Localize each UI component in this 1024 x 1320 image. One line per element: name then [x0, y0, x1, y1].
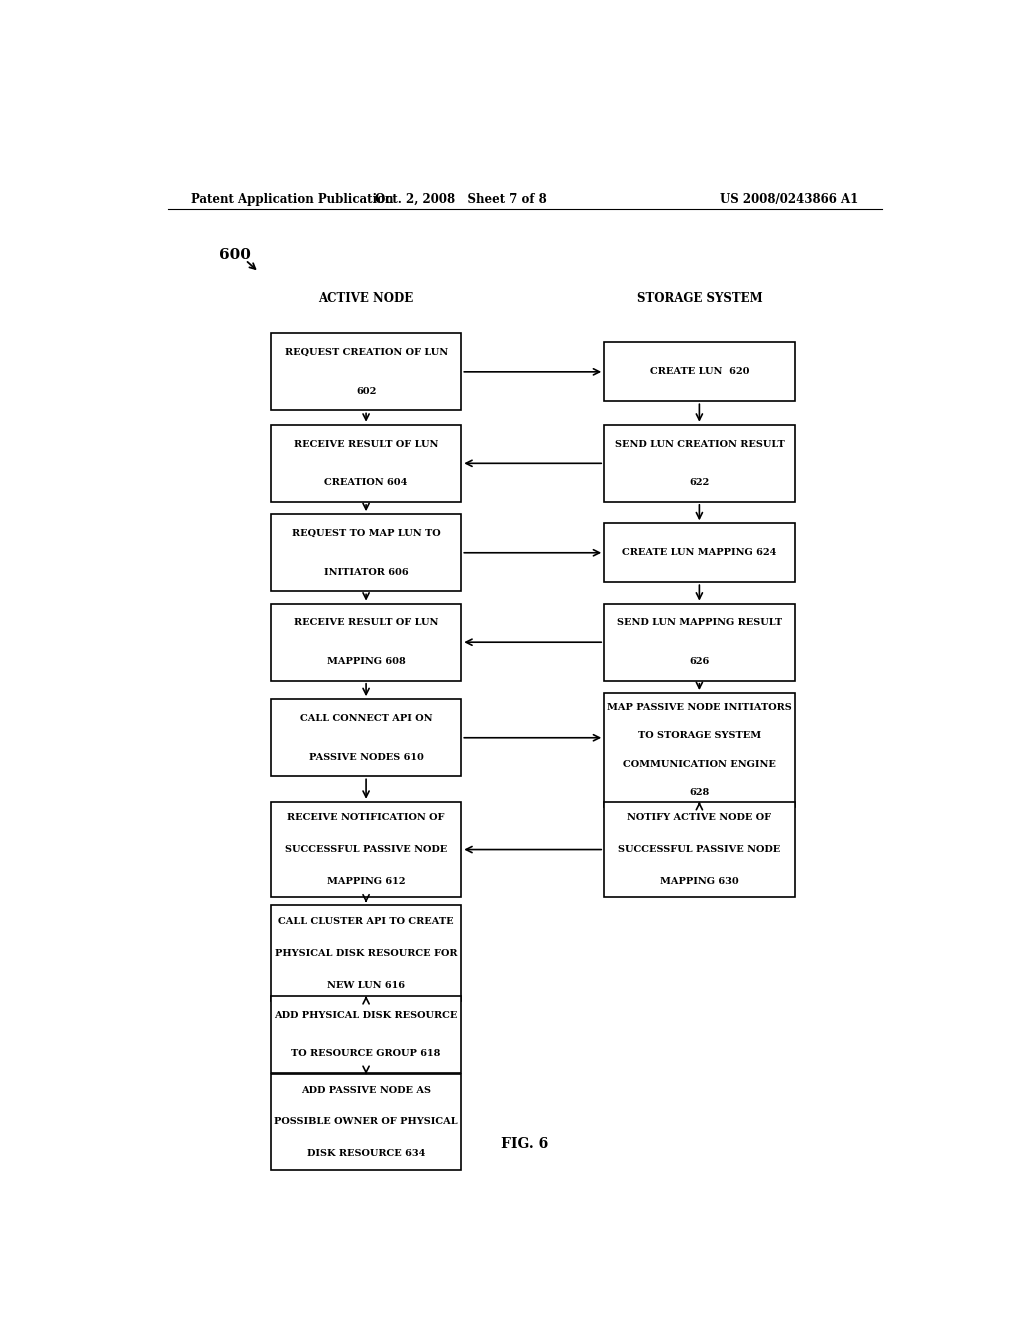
- Text: CREATION 604: CREATION 604: [325, 478, 408, 487]
- Text: PHYSICAL DISK RESOURCE FOR: PHYSICAL DISK RESOURCE FOR: [274, 949, 458, 958]
- Text: FIG. 6: FIG. 6: [501, 1138, 549, 1151]
- Bar: [604, 693, 795, 807]
- Text: 602: 602: [356, 387, 376, 396]
- Text: NEW LUN 616: NEW LUN 616: [327, 981, 406, 990]
- Text: REQUEST TO MAP LUN TO: REQUEST TO MAP LUN TO: [292, 529, 440, 539]
- Text: PASSIVE NODES 610: PASSIVE NODES 610: [308, 752, 424, 762]
- Text: CREATE LUN  620: CREATE LUN 620: [649, 367, 750, 376]
- Text: RECEIVE RESULT OF LUN: RECEIVE RESULT OF LUN: [294, 440, 438, 449]
- Bar: [270, 995, 461, 1073]
- Text: STORAGE SYSTEM: STORAGE SYSTEM: [637, 292, 762, 305]
- Text: MAP PASSIVE NODE INITIATORS: MAP PASSIVE NODE INITIATORS: [607, 702, 792, 711]
- Text: CREATE LUN MAPPING 624: CREATE LUN MAPPING 624: [623, 548, 776, 557]
- Text: POSSIBLE OWNER OF PHYSICAL: POSSIBLE OWNER OF PHYSICAL: [274, 1118, 458, 1126]
- Text: RECEIVE NOTIFICATION OF: RECEIVE NOTIFICATION OF: [288, 813, 444, 822]
- Text: INITIATOR 606: INITIATOR 606: [324, 568, 409, 577]
- Text: Oct. 2, 2008   Sheet 7 of 8: Oct. 2, 2008 Sheet 7 of 8: [376, 193, 547, 206]
- Bar: [270, 333, 461, 411]
- Text: CALL CONNECT API ON: CALL CONNECT API ON: [300, 714, 432, 723]
- Text: RECEIVE RESULT OF LUN: RECEIVE RESULT OF LUN: [294, 618, 438, 627]
- Text: SEND LUN CREATION RESULT: SEND LUN CREATION RESULT: [614, 440, 784, 449]
- Bar: [270, 1074, 461, 1170]
- Text: SEND LUN MAPPING RESULT: SEND LUN MAPPING RESULT: [616, 618, 782, 627]
- Text: MAPPING 612: MAPPING 612: [327, 876, 406, 886]
- Text: Patent Application Publication: Patent Application Publication: [191, 193, 394, 206]
- Text: DISK RESOURCE 634: DISK RESOURCE 634: [307, 1150, 425, 1158]
- Text: 626: 626: [689, 657, 710, 667]
- Text: SUCCESSFUL PASSIVE NODE: SUCCESSFUL PASSIVE NODE: [618, 845, 780, 854]
- Text: COMMUNICATION ENGINE: COMMUNICATION ENGINE: [623, 760, 776, 768]
- Bar: [604, 801, 795, 898]
- Text: ADD PHYSICAL DISK RESOURCE: ADD PHYSICAL DISK RESOURCE: [274, 1011, 458, 1020]
- Bar: [270, 906, 461, 1001]
- Text: CALL CLUSTER API TO CREATE: CALL CLUSTER API TO CREATE: [279, 917, 454, 925]
- Bar: [270, 700, 461, 776]
- Text: 600: 600: [219, 248, 251, 261]
- Bar: [604, 523, 795, 582]
- Text: ADD PASSIVE NODE AS: ADD PASSIVE NODE AS: [301, 1085, 431, 1094]
- Text: US 2008/0243866 A1: US 2008/0243866 A1: [720, 193, 858, 206]
- Text: ACTIVE NODE: ACTIVE NODE: [318, 292, 414, 305]
- Bar: [604, 425, 795, 502]
- Bar: [270, 801, 461, 898]
- Text: TO RESOURCE GROUP 618: TO RESOURCE GROUP 618: [292, 1049, 440, 1059]
- Text: 628: 628: [689, 788, 710, 797]
- Text: MAPPING 608: MAPPING 608: [327, 657, 406, 667]
- Bar: [270, 425, 461, 502]
- Text: SUCCESSFUL PASSIVE NODE: SUCCESSFUL PASSIVE NODE: [285, 845, 447, 854]
- Bar: [270, 603, 461, 681]
- Text: NOTIFY ACTIVE NODE OF: NOTIFY ACTIVE NODE OF: [628, 813, 771, 822]
- Bar: [604, 342, 795, 401]
- Text: TO STORAGE SYSTEM: TO STORAGE SYSTEM: [638, 731, 761, 741]
- Text: REQUEST CREATION OF LUN: REQUEST CREATION OF LUN: [285, 348, 447, 356]
- Bar: [604, 603, 795, 681]
- Text: 622: 622: [689, 478, 710, 487]
- Bar: [270, 515, 461, 591]
- Text: MAPPING 630: MAPPING 630: [660, 876, 738, 886]
